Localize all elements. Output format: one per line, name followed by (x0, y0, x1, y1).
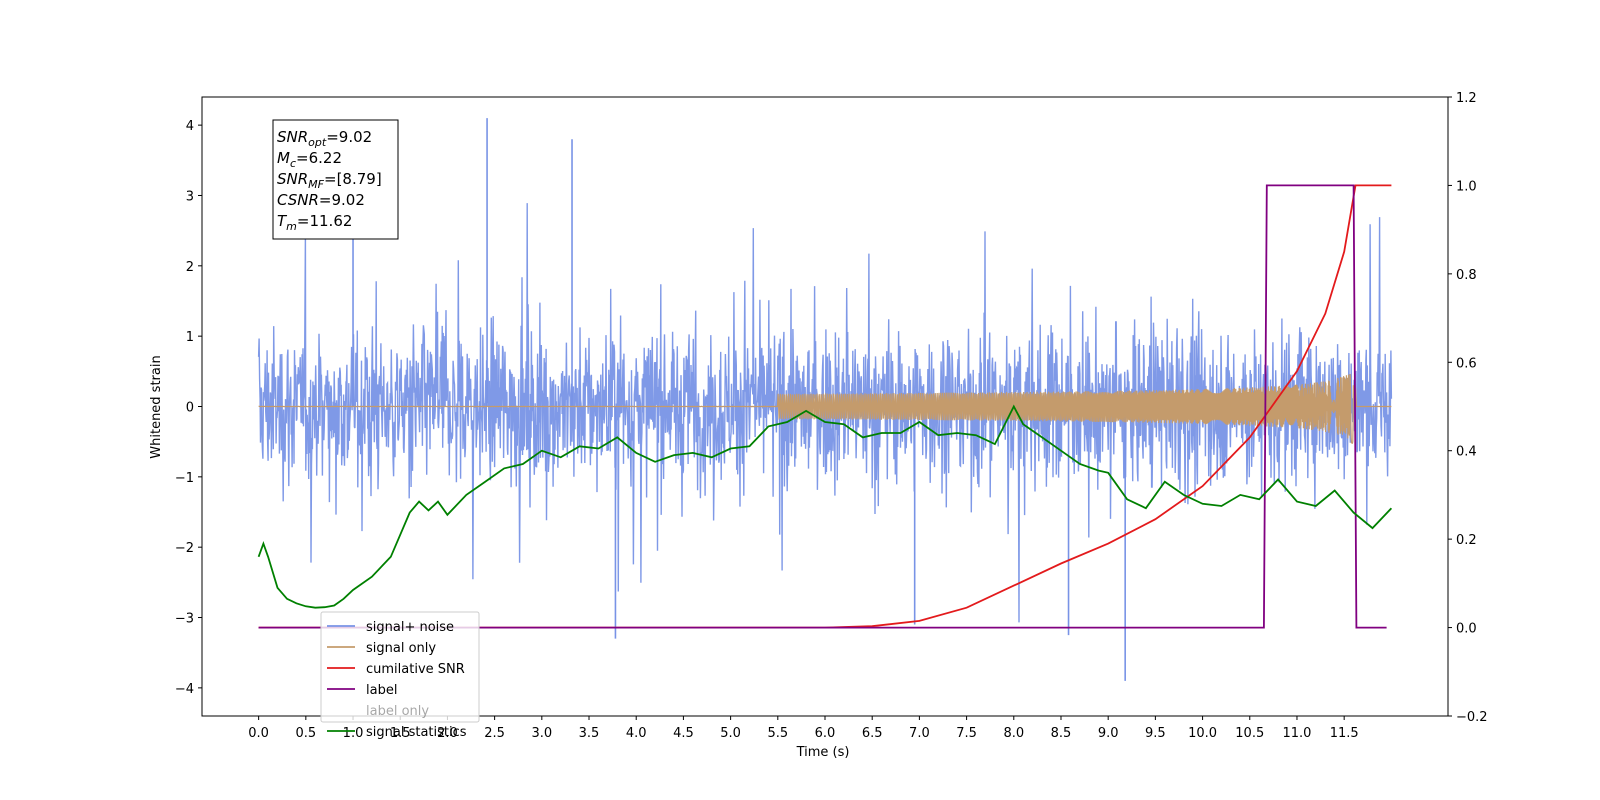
x-tick-label: 4.5 (673, 726, 694, 741)
y-right-tick-label: 1.2 (1456, 91, 1477, 106)
series-signal-only (258, 373, 1392, 444)
x-tick-label: 11.0 (1282, 726, 1311, 741)
y-right-tick-label: 0.2 (1456, 533, 1477, 548)
legend-label: label (366, 683, 397, 698)
series-cumilative-snr (258, 184, 1392, 629)
annotation-line: CSNR=9.02 (277, 191, 365, 209)
x-axis-label: Time (s) (796, 745, 850, 760)
x-tick-label: 0.0 (248, 726, 269, 741)
x-tick-label: 8.0 (1003, 726, 1024, 741)
x-tick-label: 7.5 (956, 726, 977, 741)
x-tick-label: 9.0 (1098, 726, 1119, 741)
y-left-tick-label: 1 (186, 330, 194, 345)
annotation-line: SNRMF=[8.79] (277, 170, 382, 191)
y-left-tick-label: 3 (186, 189, 194, 204)
x-tick-label: 7.0 (909, 726, 930, 741)
y-left-tick-label: −1 (175, 471, 194, 486)
legend-label: cumilative SNR (366, 662, 465, 677)
annotation-frame (272, 119, 399, 240)
x-tick-label: 1.0 (343, 726, 364, 741)
x-tick-label: 3.5 (579, 726, 600, 741)
y-right-tick-label: 0.6 (1456, 356, 1477, 371)
y-axis-label: Whitened strain (149, 355, 164, 458)
x-tick-label: 6.0 (815, 726, 836, 741)
y-left-tick-label: −4 (175, 682, 194, 697)
series-label (258, 184, 1387, 629)
x-tick-label: 0.5 (295, 726, 316, 741)
x-tick-label: 6.5 (862, 726, 883, 741)
y-left-tick-label: −2 (175, 541, 194, 556)
x-tick-label: 3.0 (531, 726, 552, 741)
legend: signal+ noise signal only cumilative SNR la… (320, 611, 480, 740)
legend-label: signal only (366, 641, 436, 656)
y-left-tick-label: 2 (186, 260, 194, 275)
x-tick-label: 2.5 (484, 726, 505, 741)
annotation-line: Mc=6.22 (277, 149, 342, 170)
legend-label: signal+ noise (366, 620, 454, 635)
y-right-tick-label: 0.0 (1456, 622, 1477, 637)
y-axis-left-ticks: −4 −3 −2 −1 0 1 2 3 4 (175, 119, 202, 697)
x-tick-label: 10.5 (1235, 726, 1264, 741)
annotation-line: SNRopt=9.02 (277, 128, 372, 149)
annotation-line: Tm=11.62 (277, 212, 352, 233)
series-signal-statistics (257, 404, 1393, 609)
x-tick-label: 5.5 (767, 726, 788, 741)
x-tick-label: 10.0 (1188, 726, 1217, 741)
x-tick-label: 1.5 (390, 726, 411, 741)
legend-frame (320, 611, 480, 723)
x-axis-ticks: 0.0 0.5 1.0 1.5 2.0 2.5 3.0 3.5 4.0 4.5 5.0 5.5 6.0 6… (248, 716, 1359, 741)
y-right-tick-label: −0.2 (1456, 710, 1488, 725)
y-right-tick-label: 0.8 (1456, 268, 1477, 283)
y-left-tick-label: −3 (175, 612, 194, 627)
legend-label: signal statistics (366, 725, 467, 740)
x-tick-label: 8.5 (1051, 726, 1072, 741)
y-left-tick-label: 4 (186, 119, 194, 134)
legend-label: label only (366, 704, 429, 719)
x-tick-label: 2.0 (437, 726, 458, 741)
x-tick-label: 11.5 (1330, 726, 1359, 741)
plot-area (257, 118, 1393, 681)
y-left-tick-label: 0 (186, 401, 194, 416)
x-tick-label: 4.0 (626, 726, 647, 741)
x-tick-label: 9.5 (1145, 726, 1166, 741)
y-axis-right-ticks: −0.2 0.0 0.2 0.4 0.6 0.8 1.0 1.2 (1448, 91, 1488, 725)
x-tick-label: 5.0 (720, 726, 741, 741)
y-right-tick-label: 1.0 (1456, 179, 1477, 194)
y-right-tick-label: 0.4 (1456, 445, 1477, 460)
